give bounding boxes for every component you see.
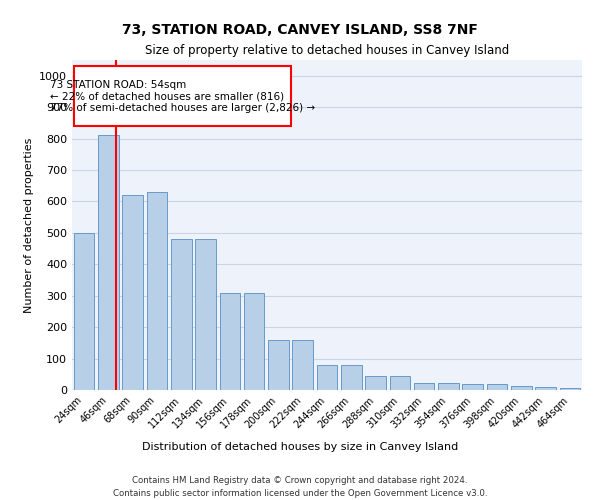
Bar: [463, 384, 483, 390]
Bar: [98, 136, 119, 390]
Bar: [268, 340, 289, 390]
Bar: [560, 388, 580, 390]
Bar: [146, 192, 167, 390]
Text: Distribution of detached houses by size in Canvey Island: Distribution of detached houses by size …: [142, 442, 458, 452]
Bar: [414, 383, 434, 390]
Bar: [220, 292, 240, 390]
Bar: [74, 66, 290, 126]
Bar: [389, 376, 410, 390]
Bar: [74, 233, 94, 390]
Bar: [171, 239, 191, 390]
Text: Contains HM Land Registry data © Crown copyright and database right 2024.: Contains HM Land Registry data © Crown c…: [132, 476, 468, 485]
Bar: [244, 292, 265, 390]
Bar: [487, 384, 508, 390]
Bar: [438, 383, 459, 390]
Bar: [341, 365, 362, 390]
Bar: [535, 387, 556, 390]
Text: Contains public sector information licensed under the Open Government Licence v3: Contains public sector information licen…: [113, 489, 487, 498]
Bar: [195, 239, 216, 390]
Bar: [122, 195, 143, 390]
Bar: [511, 386, 532, 390]
Bar: [365, 376, 386, 390]
Title: Size of property relative to detached houses in Canvey Island: Size of property relative to detached ho…: [145, 44, 509, 58]
Y-axis label: Number of detached properties: Number of detached properties: [23, 138, 34, 312]
Bar: [317, 365, 337, 390]
Text: 73, STATION ROAD, CANVEY ISLAND, SS8 7NF: 73, STATION ROAD, CANVEY ISLAND, SS8 7NF: [122, 22, 478, 36]
Bar: [292, 340, 313, 390]
Text: 73 STATION ROAD: 54sqm
← 22% of detached houses are smaller (816)
77% of semi-de: 73 STATION ROAD: 54sqm ← 22% of detached…: [50, 80, 315, 112]
